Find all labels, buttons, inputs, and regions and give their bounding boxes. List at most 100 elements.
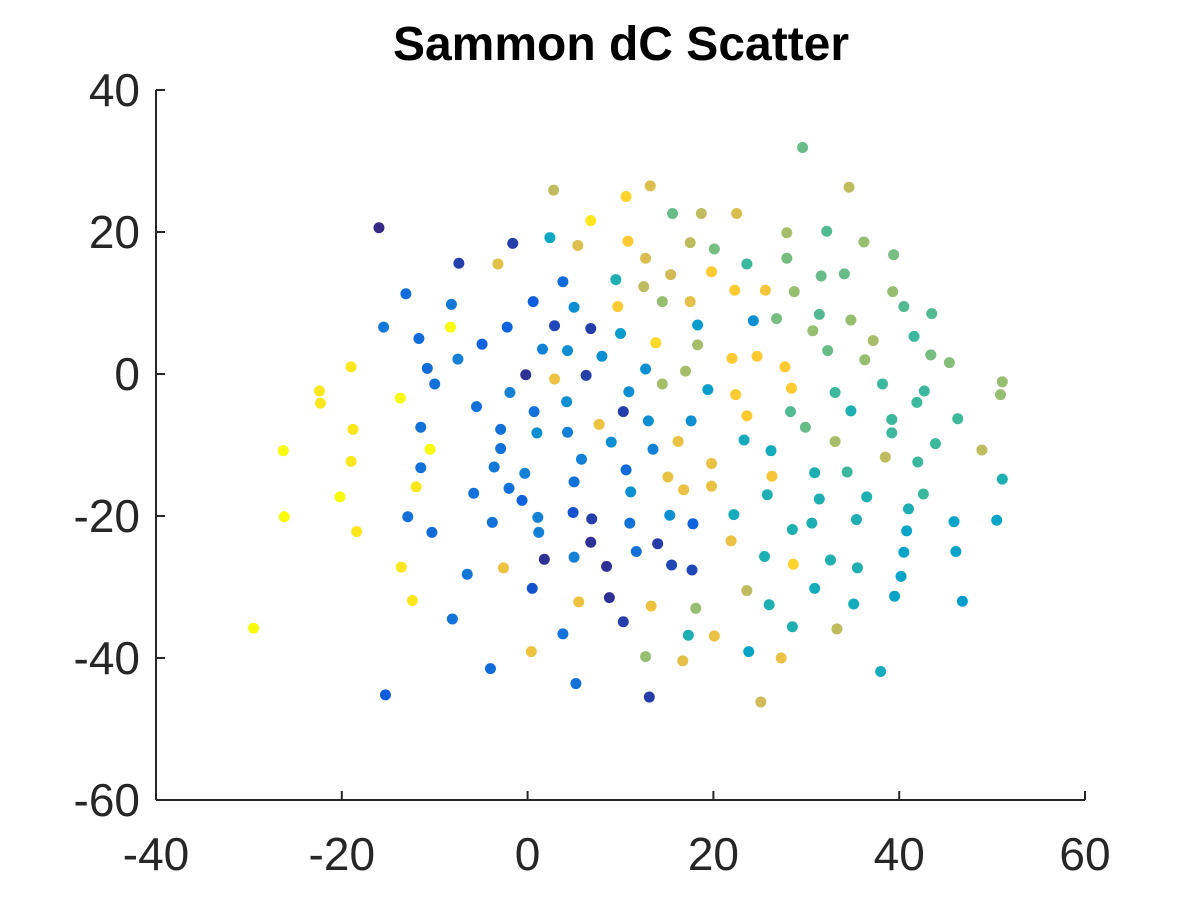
scatter-point <box>678 484 690 496</box>
scatter-point <box>886 413 898 425</box>
scatter-point <box>929 438 941 450</box>
scatter-point <box>561 396 573 408</box>
scatter-point <box>645 600 657 612</box>
scatter-point <box>538 553 550 565</box>
scatter-point <box>573 596 585 608</box>
scatter-point <box>351 526 363 538</box>
scatter-point <box>334 491 346 503</box>
scatter-point <box>687 518 699 530</box>
scatter-point <box>424 443 436 455</box>
scatter-point <box>452 353 464 365</box>
scatter-point <box>706 266 718 278</box>
scatter-point <box>685 415 697 427</box>
scatter-point <box>809 582 821 594</box>
scatter-point <box>345 455 357 467</box>
scatter-point <box>586 513 598 525</box>
scatter-point <box>726 352 738 364</box>
scatter-point <box>557 628 569 640</box>
scatter-point <box>741 410 753 422</box>
scatter-point <box>347 423 359 435</box>
x-tick-label: -20 <box>309 828 375 880</box>
scatter-point <box>781 227 793 239</box>
scatter-point <box>743 646 755 658</box>
y-tick-label: -60 <box>74 774 140 826</box>
scatter-point <box>672 435 684 447</box>
scatter-point <box>859 354 871 366</box>
x-tick-label: 40 <box>874 828 925 880</box>
scatter-point <box>952 413 964 425</box>
scatter-point <box>876 378 888 390</box>
scatter-point <box>841 466 853 478</box>
scatter-point <box>918 385 930 397</box>
scatter-point <box>766 470 778 482</box>
scatter-point <box>379 689 391 701</box>
scatter-point <box>759 284 771 296</box>
scatter-point <box>785 382 797 394</box>
scatter-point <box>585 536 597 548</box>
scatter-point <box>838 268 850 280</box>
scatter-point <box>314 397 326 409</box>
scatter-point <box>562 345 574 357</box>
scatter-point <box>525 646 537 658</box>
scatter-point <box>731 208 743 220</box>
scatter-point <box>570 678 582 690</box>
scatter-point <box>562 426 574 438</box>
scatter-point <box>680 365 692 377</box>
scatter-point <box>504 386 516 398</box>
scatter-point <box>976 444 988 456</box>
scatter-point <box>843 181 855 193</box>
scatter-point <box>568 476 580 488</box>
scatter-point <box>444 321 456 333</box>
scatter-point <box>620 464 632 476</box>
scatter-point <box>781 252 793 264</box>
scatter-point <box>797 142 809 154</box>
scatter-point <box>861 491 873 503</box>
scatter-point <box>620 191 632 202</box>
scatter-point <box>912 456 924 468</box>
scatter-point <box>815 270 827 282</box>
scatter-point <box>822 345 834 357</box>
scatter-point <box>677 655 689 667</box>
scatter-point <box>686 564 698 576</box>
scatter-point <box>453 257 465 269</box>
scatter-point <box>956 595 968 607</box>
scatter-point <box>879 451 891 463</box>
scatter-point <box>684 237 696 249</box>
y-tick-label: 20 <box>89 206 140 258</box>
scatter-point <box>824 554 836 566</box>
scatter-point <box>612 301 624 313</box>
x-tick-label: 60 <box>1059 828 1110 880</box>
scatter-point <box>568 301 580 313</box>
scatter-point <box>788 286 800 298</box>
scatter-point <box>807 325 819 337</box>
scatter-point <box>406 594 418 606</box>
scatter-point <box>575 453 587 465</box>
scatter-point <box>520 369 532 381</box>
scatter-point <box>996 473 1008 485</box>
scatter-point <box>706 480 718 492</box>
scatter-point <box>617 406 629 418</box>
scatter-point <box>421 362 433 374</box>
scatter-point <box>345 361 357 373</box>
scatter-point <box>831 623 843 635</box>
scatter-point <box>548 184 560 196</box>
scatter-point <box>706 457 718 469</box>
scatter-point <box>765 445 777 457</box>
scatter-point <box>395 561 407 573</box>
scatter-point <box>692 339 704 351</box>
scatter-point <box>763 599 775 611</box>
scatter-point <box>501 321 513 333</box>
scatter-point <box>867 335 879 347</box>
scatter-point <box>813 308 825 320</box>
scatter-point <box>695 208 707 220</box>
scatter-point <box>888 249 900 261</box>
scatter-point <box>996 376 1008 388</box>
x-tick-label: 0 <box>515 828 541 880</box>
scatter-point <box>911 396 923 408</box>
scatter-point <box>690 602 702 614</box>
scatter-point <box>786 523 798 535</box>
scatter-point <box>410 481 422 493</box>
scatter-point <box>889 590 901 602</box>
scatter-point <box>400 288 412 300</box>
